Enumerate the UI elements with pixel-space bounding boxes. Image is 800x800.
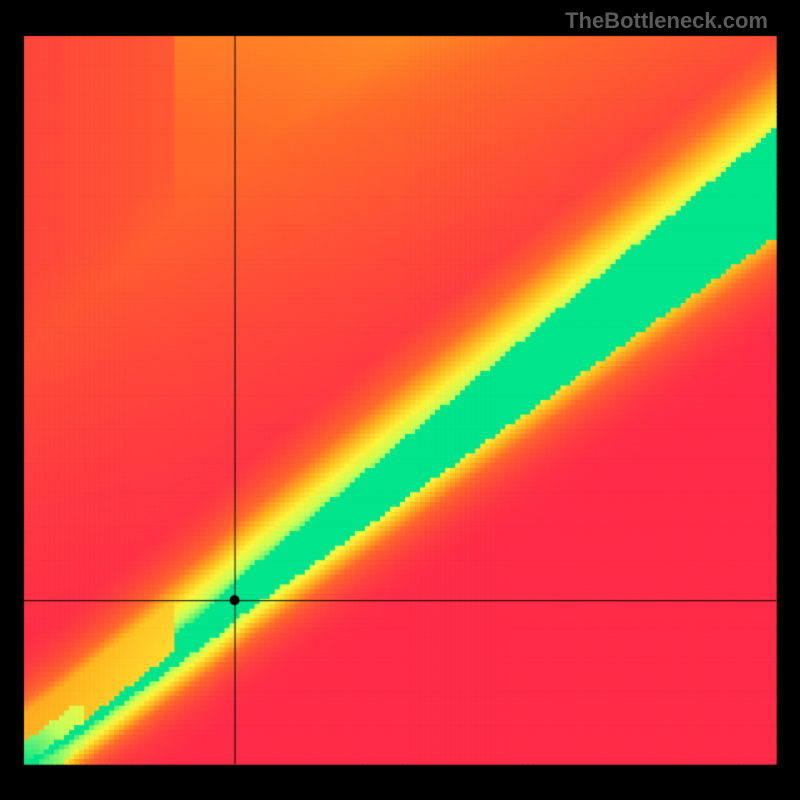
bottleneck-heatmap-canvas [0,0,800,800]
attribution-watermark: TheBottleneck.com [565,8,768,34]
chart-container: { "attribution": { "text": "TheBottlenec… [0,0,800,800]
